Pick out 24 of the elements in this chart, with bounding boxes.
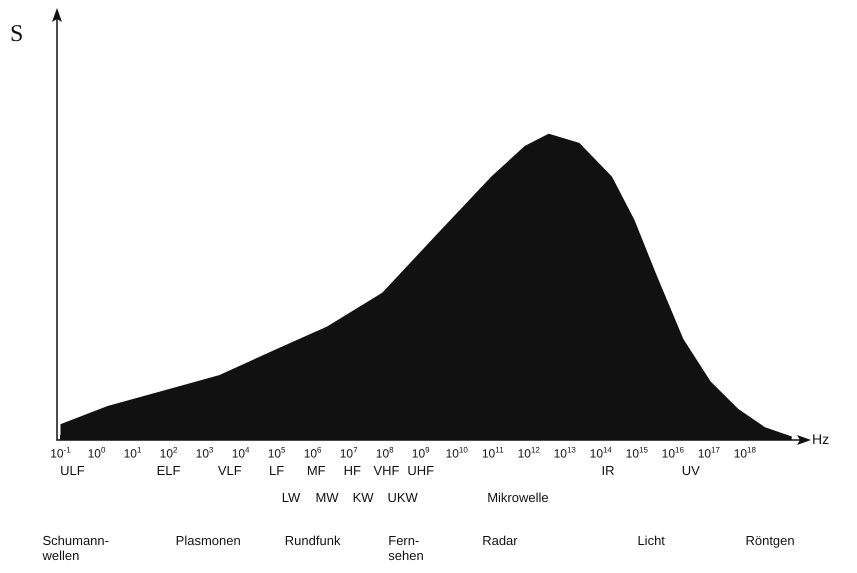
text: Radar [482,533,518,548]
text: MF [306,463,326,478]
text: LW [282,490,301,505]
text: UKW [387,490,419,505]
text: UV [682,463,700,478]
text: VLF [218,463,242,478]
text: Plasmonen [176,533,241,548]
text: Mikrowelle [487,490,549,505]
x-axis-title: Hz [812,431,830,447]
text: Röntgen [745,533,795,548]
text: LF [269,463,284,478]
text: Fern- sehen [388,533,424,563]
text: VHF [373,463,400,478]
text: Licht [637,533,666,548]
text: ULF [60,463,85,478]
y-axis-title: S [10,21,24,47]
text: ELF [156,463,181,478]
text: Schumann- wellen [41,533,109,563]
text: IR [601,463,614,478]
text: HF [344,463,361,478]
text: UHF [407,463,434,478]
text: Rundfunk [284,533,341,548]
text: MW [315,490,340,505]
text: KW [352,490,374,505]
